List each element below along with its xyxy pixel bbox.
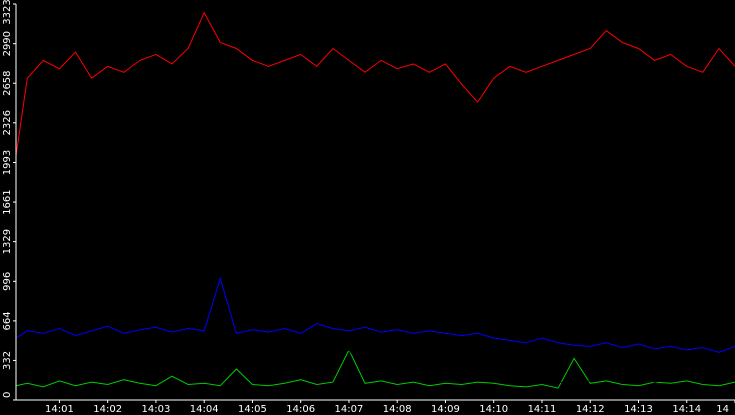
y-tick-label: 332: [2, 351, 13, 370]
y-tick-label: 0: [2, 392, 13, 398]
x-tick-label: 14:08: [383, 404, 412, 415]
x-tick-label: 14:03: [142, 404, 171, 415]
x-tick-label: 14:06: [286, 404, 315, 415]
x-tick-label: 14:12: [576, 404, 605, 415]
y-tick-label: 664: [2, 311, 13, 330]
x-tick-label: 14:01: [45, 404, 74, 415]
y-tick-label: 1661: [2, 189, 13, 214]
y-tick-label: 2658: [2, 70, 13, 95]
x-tick-label: 14: [716, 404, 729, 415]
series-line-1: [15, 276, 735, 353]
x-tick-label: 14:07: [335, 404, 364, 415]
x-tick-label: 14:05: [238, 404, 267, 415]
y-tick-label: 2326: [2, 110, 13, 135]
y-tick-label: 3323: [2, 0, 13, 25]
series-line-2: [15, 342, 735, 384]
y-tick-label: 2990: [2, 31, 13, 56]
plot-area: [15, 11, 735, 389]
x-tick-label: 14:10: [479, 404, 508, 415]
x-tick-label: 14:09: [431, 404, 460, 415]
series-line-0: [15, 11, 735, 156]
x-tick-label: 14:14: [672, 404, 701, 415]
x-tick-label: 14:02: [93, 404, 122, 415]
x-tick-label: 14:11: [528, 404, 557, 415]
y-tick-label: 996: [2, 272, 13, 291]
y-tick-label: 1993: [2, 150, 13, 175]
x-tick-label: 14:13: [624, 404, 653, 415]
series-line-3: [15, 348, 735, 389]
y-tick-label: 1329: [2, 229, 13, 254]
x-tick-label: 14:04: [190, 404, 219, 415]
